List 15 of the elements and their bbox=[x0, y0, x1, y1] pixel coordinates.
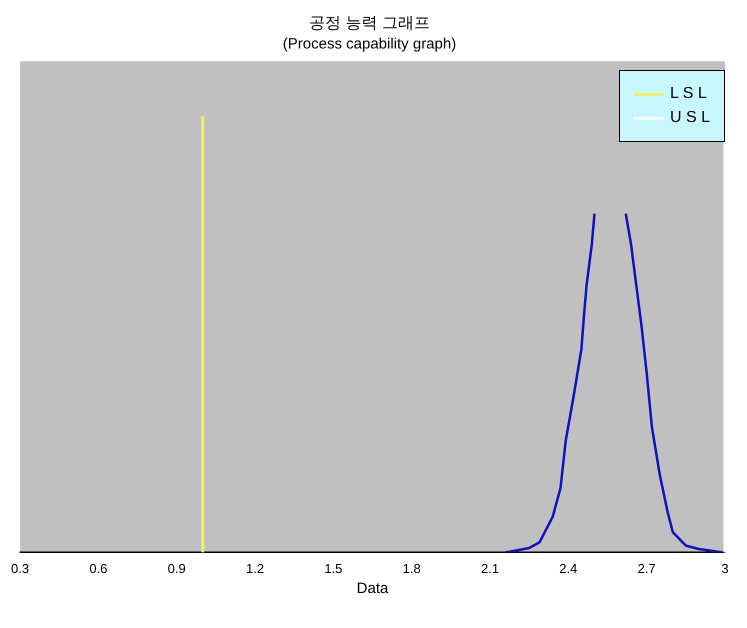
x-tick-label: 2.7 bbox=[638, 560, 656, 576]
x-tick-label: 0.9 bbox=[168, 560, 186, 576]
x-tick-label: 2.4 bbox=[559, 560, 578, 576]
chart-subtitle: (Process capability graph) bbox=[282, 35, 456, 52]
ref-line-label: U S L bbox=[670, 109, 710, 127]
x-tick-label: 0.3 bbox=[10, 560, 30, 576]
x-tick-label: 1.5 bbox=[324, 560, 342, 576]
x-tick-label: 3 bbox=[721, 560, 729, 576]
legend-label: L S L bbox=[670, 85, 707, 103]
x-tick-label: 0.6 bbox=[89, 560, 108, 576]
x-tick-label: 1.8 bbox=[402, 560, 421, 576]
chart-title: 공정 능력 그래프 bbox=[309, 15, 430, 32]
x-axis-title: Data bbox=[356, 580, 390, 598]
x-tick-label: 1.2 bbox=[246, 560, 264, 576]
x-tick-label: 2.1 bbox=[480, 560, 500, 576]
